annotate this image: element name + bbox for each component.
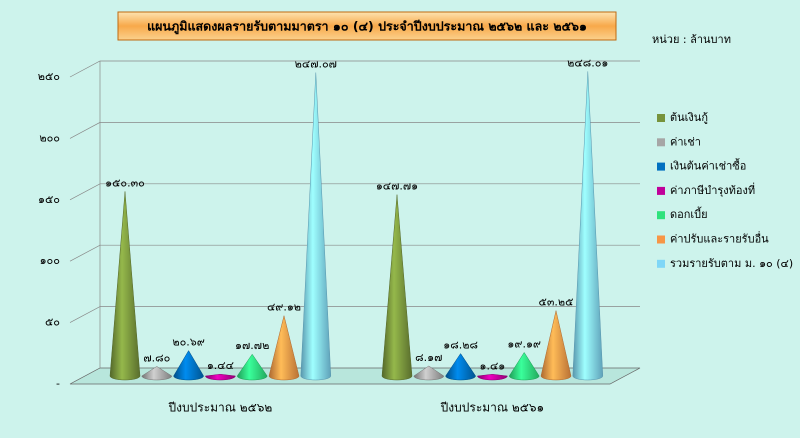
cone <box>236 353 268 381</box>
value-label: ๕๓.๒๕ <box>539 296 574 309</box>
legend-label: ต้นเงินกู้ <box>670 111 708 124</box>
cone <box>477 374 508 381</box>
legend-swatch <box>657 186 665 195</box>
value-label: ๑๔๗.๗๑ <box>376 180 418 193</box>
cone <box>508 351 540 381</box>
value-label: ๑๘.๒๘ <box>443 339 478 352</box>
unit-label: หน่วย : ล้านบาท <box>652 33 731 46</box>
y-tick-label: ๑๐๐ <box>40 254 60 267</box>
legend-swatch <box>657 259 665 268</box>
legend-label: ค่าปรับและรายรับอื่น <box>670 231 769 246</box>
x-tick-label: ปีงบประมาณ ๒๕๖๒ <box>168 401 272 415</box>
chart-title: แผนภูมิแสดงผลรายรับตามมาตรา ๑๐ (๔) ประจำ… <box>147 19 587 35</box>
value-label: ๒๐.๖๙ <box>172 336 205 349</box>
value-label: ๗.๘๐ <box>143 351 170 364</box>
cone <box>268 315 300 381</box>
value-label: ๑.๔๑ <box>480 359 506 372</box>
legend-label: ค่าภาษีบำรุงท้องที่ <box>670 182 755 197</box>
value-label: ๑๙.๑๙ <box>507 337 541 350</box>
cone <box>540 310 572 381</box>
legend-swatch <box>657 162 665 171</box>
legend-swatch <box>657 114 665 122</box>
legend-label: ค่าเช่า <box>670 135 701 148</box>
value-label: ๒๔๗.๐๗ <box>295 58 337 71</box>
title-box <box>117 11 617 41</box>
value-label: ๒๔๘.๐๑ <box>567 56 608 69</box>
value-label: ๑๕๐.๓๐ <box>105 176 145 189</box>
legend-swatch <box>657 138 665 147</box>
cone <box>300 72 332 381</box>
y-tick-label: ๕๐ <box>45 316 60 329</box>
cone <box>205 373 236 381</box>
y-tick-label: ๒๕๐ <box>38 70 60 83</box>
value-label: ๑.๔๔ <box>207 359 234 372</box>
cone <box>141 366 173 381</box>
legend-label: ดอกเบี้ย <box>670 206 708 221</box>
cone <box>445 353 476 381</box>
value-label: ๑๗.๗๒ <box>235 339 269 352</box>
cone <box>413 365 445 381</box>
y-tick-label: ๑๕๐ <box>38 193 60 206</box>
value-label: ๘.๑๗ <box>415 351 442 364</box>
legend-label: รวมรายรับตาม ม. ๑๐ (๔) <box>670 257 793 270</box>
legend-swatch <box>657 211 665 220</box>
cone <box>381 194 413 381</box>
cone <box>572 71 604 381</box>
x-tick-label: ปีงบประมาณ ๒๕๖๑ <box>440 401 544 415</box>
cone <box>109 191 141 381</box>
legend-swatch <box>657 235 665 244</box>
y-tick-label: - <box>56 377 60 390</box>
value-label: ๔๙.๑๒ <box>267 301 301 314</box>
cone <box>173 350 204 381</box>
y-tick-label: ๒๐๐ <box>39 131 60 144</box>
legend-label: เงินต้นค่าเช่าซื้อ <box>670 158 746 173</box>
